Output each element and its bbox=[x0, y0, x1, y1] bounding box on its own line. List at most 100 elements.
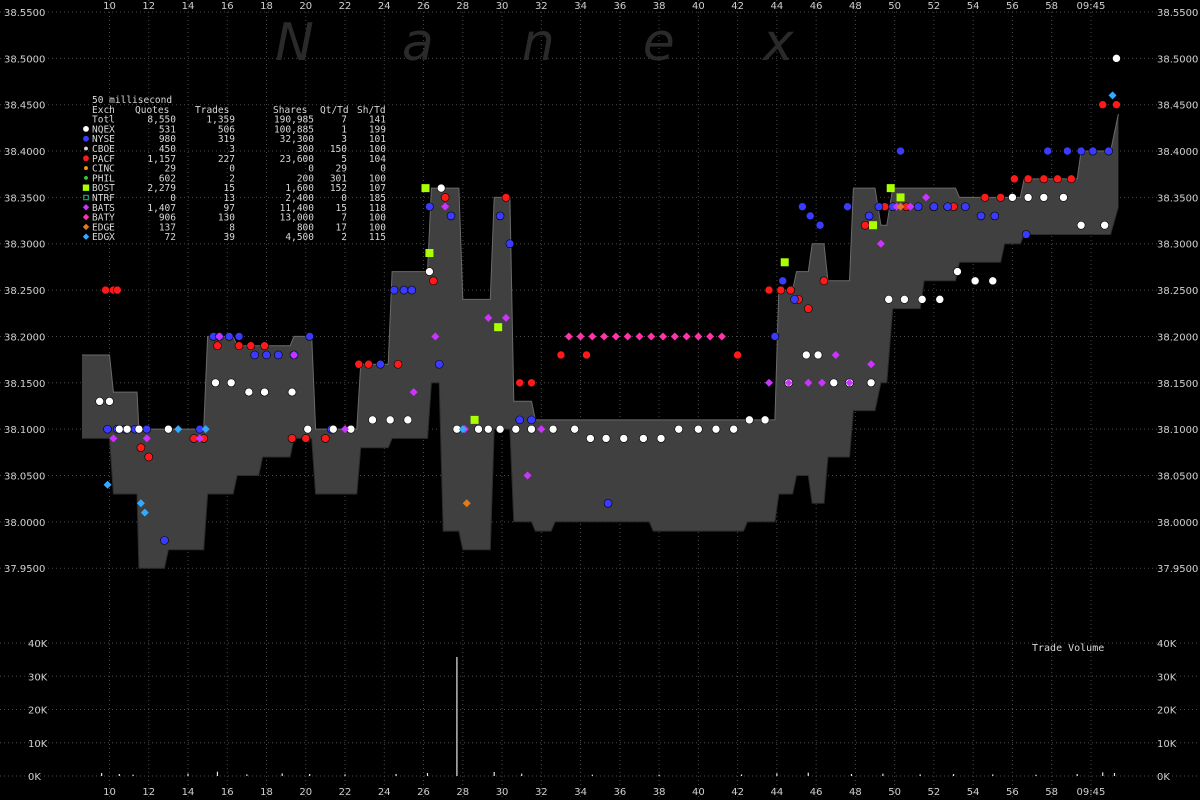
quote-marker-nqex bbox=[484, 424, 493, 434]
legend-cell: 0 bbox=[229, 164, 235, 175]
legend-cell: 7 bbox=[341, 213, 347, 224]
quote-marker-pacf bbox=[354, 359, 364, 369]
quote-marker-bost bbox=[886, 184, 895, 193]
x-tick-label-top: 26 bbox=[417, 1, 430, 12]
x-tick-label-top: 22 bbox=[339, 1, 352, 12]
legend-cell: 531 bbox=[159, 124, 176, 135]
legend-cell: 104 bbox=[369, 154, 386, 165]
quote-marker-bats bbox=[484, 313, 493, 322]
x-tick-label-bottom: 26 bbox=[417, 787, 430, 798]
quote-marker-nyse bbox=[1076, 146, 1086, 156]
legend-marker-cboe bbox=[84, 146, 88, 151]
quote-marker-nyse bbox=[262, 350, 271, 360]
x-tick-label-bottom: 18 bbox=[260, 787, 273, 798]
x-tick-label-bottom: 44 bbox=[770, 787, 783, 798]
quote-marker-bost bbox=[470, 415, 479, 424]
x-tick-label-top: 36 bbox=[613, 1, 626, 12]
quote-marker-pacf bbox=[803, 304, 813, 313]
legend-cell: PHIL bbox=[92, 173, 115, 184]
legend-cell: 8 bbox=[229, 222, 235, 233]
quote-marker-baty bbox=[588, 332, 597, 341]
quote-marker-bats bbox=[289, 350, 298, 359]
quote-marker-baty bbox=[647, 332, 656, 341]
quote-marker-nyse bbox=[790, 295, 799, 304]
x-tick-label-top: 16 bbox=[221, 1, 234, 12]
volume-bar bbox=[281, 773, 283, 776]
quote-marker-baty bbox=[706, 332, 715, 341]
legend-cell: 190,985 bbox=[274, 115, 314, 126]
x-tick-label-bottom: 30 bbox=[496, 787, 509, 798]
x-tick-label-top: 48 bbox=[849, 1, 862, 12]
x-tick-label-top: 42 bbox=[731, 1, 744, 12]
watermark: Nanex bbox=[275, 13, 882, 73]
quote-marker-pacf bbox=[776, 285, 786, 295]
quote-marker-nyse bbox=[976, 211, 986, 221]
legend-marker-bost bbox=[82, 184, 90, 191]
quote-marker-nqex bbox=[639, 434, 648, 443]
quote-marker-nqex bbox=[1076, 220, 1086, 230]
y-tick-label-left: 38.1500 bbox=[4, 379, 45, 390]
quote-marker-nyse bbox=[495, 211, 505, 221]
legend-cell: 7 bbox=[341, 115, 347, 126]
quote-marker-pacf bbox=[764, 285, 774, 295]
legend-cell: 100 bbox=[369, 173, 386, 184]
y-tick-label-right: 38.1500 bbox=[1157, 379, 1198, 390]
legend-cell: 100,885 bbox=[274, 124, 314, 135]
legend-header: Sh/Td bbox=[357, 105, 386, 116]
quote-marker-pacf bbox=[501, 193, 511, 202]
x-tick-label-bottom: 40 bbox=[692, 787, 705, 798]
quote-marker-bats bbox=[431, 332, 440, 341]
y-tick-label-left: 38.5500 bbox=[4, 8, 45, 19]
quote-marker-nyse bbox=[864, 211, 874, 221]
legend-cell: 100 bbox=[369, 213, 386, 224]
x-tick-label-bottom: 54 bbox=[967, 787, 980, 798]
x-tick-label-top: 50 bbox=[888, 1, 901, 12]
legend-cell: CBOE bbox=[92, 144, 115, 155]
x-tick-label-top: 20 bbox=[299, 1, 312, 12]
x-tick-label-top: 40 bbox=[692, 1, 705, 12]
quote-marker-pacf bbox=[144, 452, 154, 462]
volume-bar bbox=[493, 772, 495, 776]
y-tick-label-right: 38.0000 bbox=[1157, 518, 1198, 529]
quote-marker-nqex bbox=[1023, 193, 1033, 202]
legend-marker-edgx bbox=[82, 233, 90, 240]
legend-cell: BOST bbox=[92, 183, 115, 194]
quote-marker-nyse bbox=[446, 211, 456, 221]
quote-marker-nqex bbox=[866, 378, 876, 388]
quote-marker-nqex bbox=[729, 424, 738, 434]
quote-marker-nyse bbox=[399, 285, 409, 295]
quote-marker-nyse bbox=[603, 499, 613, 508]
legend-cell: 13,000 bbox=[280, 213, 315, 224]
volume-bar bbox=[456, 656, 458, 776]
quote-marker-nqex bbox=[1059, 193, 1068, 202]
x-tick-label-bottom: 16 bbox=[221, 787, 234, 798]
volume-tick-label-left: 30K bbox=[28, 672, 48, 683]
volume-bar bbox=[216, 771, 219, 776]
volume-tick-label-right: 40K bbox=[1157, 639, 1177, 650]
quote-marker-pacf bbox=[246, 341, 256, 351]
legend-cell: 0 bbox=[308, 164, 314, 175]
quote-marker-baty bbox=[694, 332, 703, 341]
quote-marker-nqex bbox=[328, 424, 338, 434]
legend-cell: NYSE bbox=[92, 134, 115, 145]
legend-cell: PACF bbox=[92, 154, 115, 165]
quote-marker-nqex bbox=[368, 415, 377, 425]
x-tick-label-bottom: 20 bbox=[299, 787, 312, 798]
quote-marker-nyse bbox=[527, 415, 536, 425]
quote-marker-nqex bbox=[884, 295, 894, 304]
y-tick-label-right: 38.4500 bbox=[1157, 101, 1198, 112]
legend-cell: 2,279 bbox=[147, 183, 176, 194]
y-tick-label-right: 38.0500 bbox=[1157, 471, 1198, 482]
quote-marker-edgx bbox=[136, 499, 145, 508]
legend-cell: 13 bbox=[224, 193, 235, 204]
y-tick-label-left: 38.3500 bbox=[4, 193, 45, 204]
y-tick-label-left: 38.2000 bbox=[4, 332, 45, 343]
quote-marker-baty bbox=[717, 332, 726, 341]
quote-marker-edgx bbox=[1108, 91, 1117, 100]
volume-bar bbox=[101, 773, 103, 776]
quote-marker-nqex bbox=[711, 424, 721, 434]
quote-marker-nyse bbox=[913, 202, 923, 211]
x-tick-label-bottom: 36 bbox=[613, 787, 626, 798]
x-tick-label-top: 18 bbox=[260, 1, 273, 12]
